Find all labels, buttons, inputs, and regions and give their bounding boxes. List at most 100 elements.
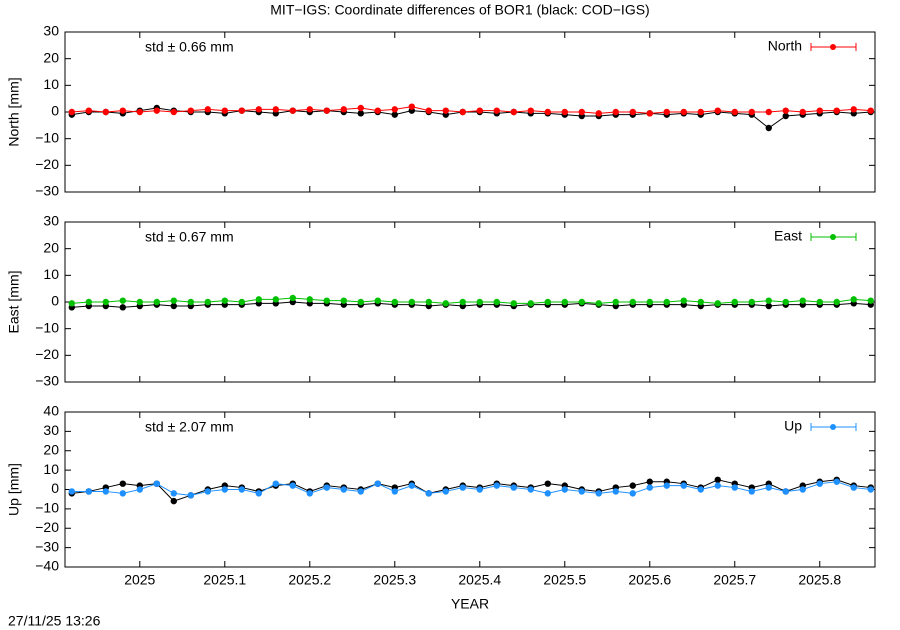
data-point [714, 482, 721, 489]
data-point [170, 302, 177, 310]
data-point [391, 488, 398, 495]
data-point [663, 298, 670, 306]
data-point [833, 478, 840, 485]
data-point [442, 300, 449, 307]
data-point [306, 106, 313, 113]
data-point [68, 300, 75, 307]
data-point [204, 298, 211, 306]
x-tick-label: 2025.2 [288, 572, 331, 588]
data-point [833, 107, 840, 114]
data-point [850, 296, 857, 303]
data-point [255, 490, 262, 497]
data-point [595, 490, 602, 497]
legend-swatch [830, 234, 836, 240]
data-point [731, 484, 738, 491]
data-point [323, 484, 330, 491]
annotation: std ± 2.07 mm [145, 419, 234, 435]
data-point [799, 297, 806, 304]
data-point [680, 482, 687, 489]
legend-swatch [830, 424, 836, 430]
legend-label: Up [784, 418, 802, 434]
data-point [340, 486, 347, 493]
data-point [578, 108, 585, 116]
data-point [238, 107, 245, 114]
y-tick-label: −30 [35, 373, 59, 389]
data-point [629, 482, 636, 489]
data-point [425, 298, 432, 306]
data-point [204, 106, 211, 113]
data-point [629, 298, 636, 306]
data-point [714, 476, 721, 484]
data-point [612, 298, 619, 306]
data-point [782, 107, 789, 114]
x-tick-label: 2025.7 [713, 572, 756, 588]
data-point [476, 486, 483, 493]
data-point [697, 298, 704, 306]
data-point [748, 488, 755, 495]
data-point [680, 297, 687, 304]
data-point [544, 108, 551, 116]
data-point [714, 300, 721, 307]
data-point [425, 490, 432, 497]
data-point [459, 298, 466, 306]
data-point [629, 490, 636, 497]
y-tick-label: 20 [43, 49, 59, 65]
data-point [153, 480, 160, 487]
data-point [119, 304, 126, 311]
annotation: std ± 0.67 mm [145, 229, 234, 245]
data-point [765, 108, 772, 116]
data-point [765, 297, 772, 304]
data-point [170, 297, 177, 304]
x-tick-label: 2025.3 [373, 572, 416, 588]
data-point [765, 124, 772, 132]
data-point [187, 107, 194, 114]
data-point [493, 482, 500, 489]
y-tick-label: −40 [35, 558, 59, 574]
y-tick-label: 0 [51, 103, 59, 119]
data-point [170, 497, 177, 505]
y-tick-label: 10 [43, 266, 59, 282]
data-point [68, 488, 75, 495]
data-point [221, 297, 228, 304]
data-point [357, 110, 364, 117]
data-point [697, 108, 704, 116]
data-point [85, 298, 92, 306]
data-point [306, 296, 313, 303]
x-tick-label: 2025.6 [628, 572, 671, 588]
data-point [357, 488, 364, 495]
x-axis-label: YEAR [451, 596, 489, 612]
data-point [697, 486, 704, 493]
y-tick-label: −30 [35, 183, 59, 199]
data-point [204, 488, 211, 495]
data-point [68, 108, 75, 116]
y-tick-label: −10 [35, 319, 59, 335]
data-point [510, 484, 517, 491]
y-tick-label: 20 [43, 441, 59, 457]
data-point [748, 298, 755, 306]
x-tick-label: 2025 [124, 572, 155, 588]
data-point [221, 486, 228, 493]
data-point [799, 108, 806, 116]
data-point [323, 297, 330, 304]
data-point [272, 296, 279, 303]
data-point [408, 103, 415, 110]
data-point [765, 484, 772, 491]
data-point [646, 484, 653, 491]
y-tick-label: 0 [51, 293, 59, 309]
data-point [595, 300, 602, 307]
data-point [833, 298, 840, 306]
data-point [527, 107, 534, 114]
data-point [612, 108, 619, 116]
data-point [102, 108, 109, 116]
y-axis-label: North [mm] [6, 77, 22, 146]
data-point [102, 298, 109, 306]
data-point [595, 110, 602, 117]
data-point [187, 298, 194, 306]
data-point [323, 107, 330, 114]
data-point [629, 108, 636, 116]
data-point [782, 488, 789, 495]
y-tick-label: 20 [43, 239, 59, 255]
data-point [408, 482, 415, 489]
data-point [867, 107, 874, 114]
y-tick-label: −30 [35, 538, 59, 554]
